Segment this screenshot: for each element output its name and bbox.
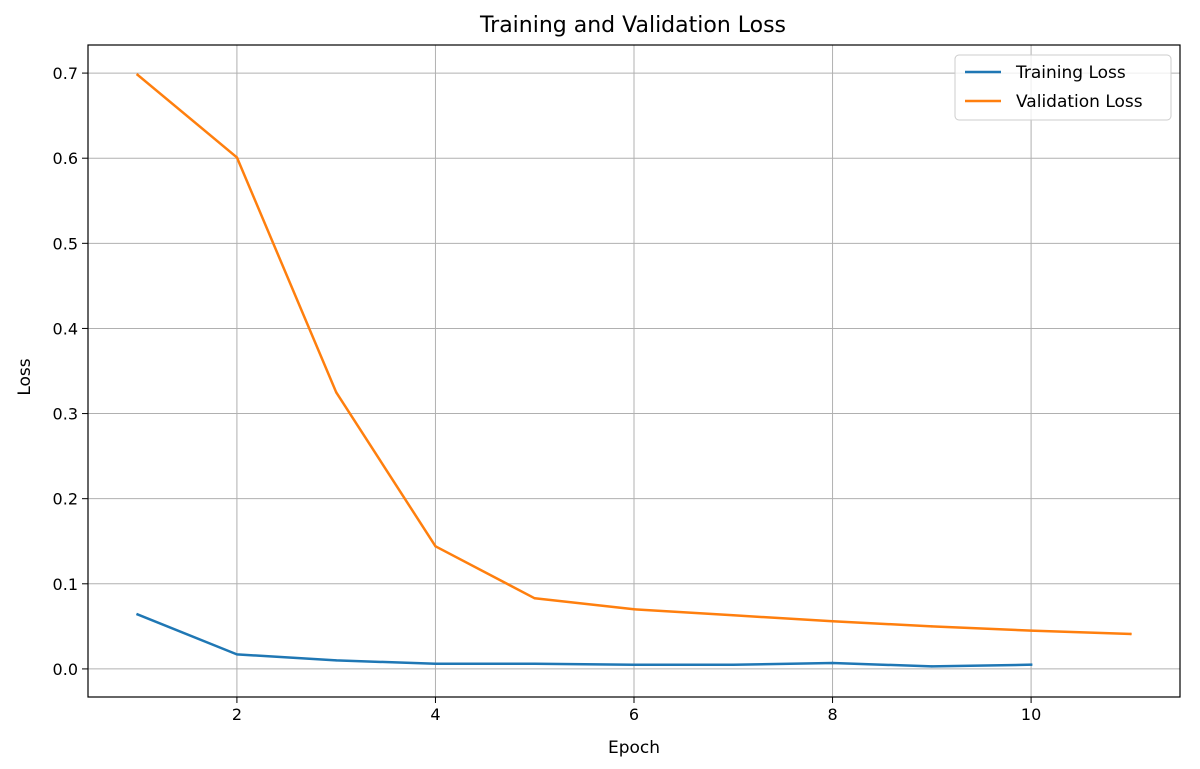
ticks: 2 4 6 8 10 0.0 0.1 0.2 0.3 0.4 0.5 0.6 0.7 bbox=[53, 64, 1042, 724]
validation-loss-point bbox=[1129, 632, 1132, 636]
x-axis-label: Epoch bbox=[608, 738, 660, 758]
x-tick-label: 4 bbox=[430, 705, 440, 724]
training-loss-point bbox=[831, 661, 834, 665]
x-tick-label: 6 bbox=[629, 705, 639, 724]
training-loss-point bbox=[434, 662, 437, 665]
training-loss-point bbox=[235, 653, 239, 656]
legend-box bbox=[954, 54, 1172, 121]
validation-loss-point bbox=[831, 620, 834, 623]
y-tick-label: 0.4 bbox=[53, 319, 78, 338]
y-tick-label: 0.2 bbox=[53, 490, 78, 509]
grid bbox=[88, 45, 1180, 697]
validation-loss-point bbox=[533, 597, 536, 600]
validation-loss-point bbox=[434, 545, 437, 548]
y-tick-label: 0.7 bbox=[53, 64, 78, 83]
training-loss-point bbox=[136, 613, 139, 616]
training-loss-point bbox=[1029, 663, 1033, 666]
y-tick-label: 0.3 bbox=[53, 405, 78, 424]
training-loss-point bbox=[732, 663, 735, 666]
series-group bbox=[135, 73, 1132, 668]
training-loss-point bbox=[533, 662, 536, 665]
x-tick-label: 2 bbox=[232, 705, 242, 724]
chart-title: Training and Validation Loss bbox=[479, 13, 786, 38]
validation-loss-point bbox=[136, 73, 139, 77]
y-axis-label: Loss bbox=[15, 358, 35, 395]
y-tick-label: 0.1 bbox=[53, 575, 78, 594]
training-loss-point bbox=[632, 663, 636, 666]
validation-loss-point bbox=[732, 614, 735, 617]
legend-label-validation-loss: Validation Loss bbox=[1016, 92, 1143, 112]
validation-loss-point bbox=[1029, 629, 1033, 632]
training-loss-line bbox=[135, 612, 1033, 668]
legend: Training Loss Validation Loss bbox=[954, 54, 1172, 121]
validation-loss-point bbox=[335, 391, 338, 394]
y-tick-label: 0.5 bbox=[53, 234, 78, 253]
x-tick-label: 10 bbox=[1021, 705, 1041, 724]
legend-label-training-loss: Training Loss bbox=[1015, 63, 1126, 83]
training-loss-point bbox=[335, 659, 338, 662]
training-loss-point bbox=[930, 665, 933, 668]
validation-loss-point bbox=[235, 156, 239, 159]
validation-loss-point bbox=[930, 625, 933, 628]
validation-loss-point bbox=[632, 608, 636, 611]
x-tick-label: 8 bbox=[827, 705, 837, 724]
y-tick-label: 0.6 bbox=[53, 149, 78, 168]
legend-entries: Training Loss Validation Loss bbox=[965, 63, 1143, 112]
y-tick-label: 0.0 bbox=[53, 660, 78, 679]
